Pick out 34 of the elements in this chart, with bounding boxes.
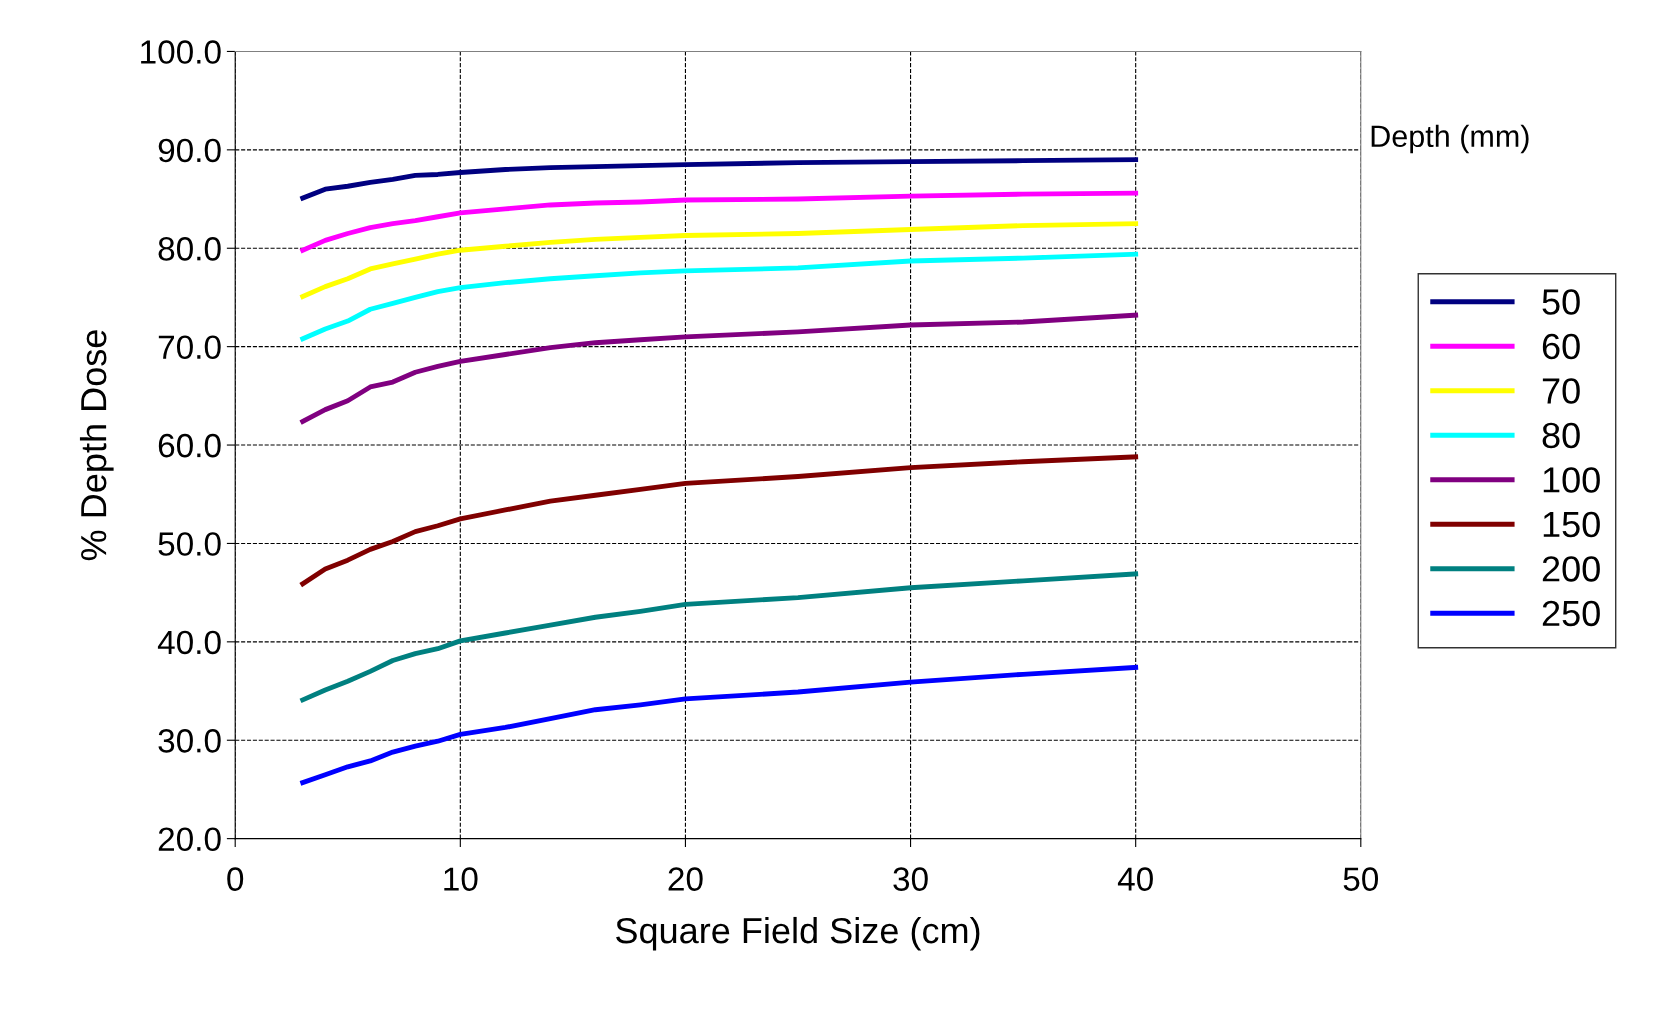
line-series (300, 664, 1139, 785)
y-tick-label: 70.0 (158, 335, 221, 360)
legend-label: 250 (1542, 600, 1600, 627)
legend-title: Depth (mm) (1371, 124, 1529, 154)
legend-label: 80 (1542, 422, 1580, 449)
y-tick-label: 30.0 (158, 729, 221, 753)
x-tick-label: 50 (1343, 867, 1379, 891)
y-tick-label: 80.0 (158, 237, 221, 261)
x-tick-label: 30 (893, 867, 928, 891)
x-tick-label: 40 (1117, 867, 1153, 891)
y-tick-label: 100.0 (141, 40, 221, 64)
y-tick-label: 20.0 (158, 827, 221, 852)
y-tick-label: 90.0 (158, 138, 221, 163)
line-series (300, 571, 1139, 703)
line-series (300, 454, 1139, 587)
legend-label: 100 (1543, 467, 1600, 493)
legend-label: 150 (1543, 511, 1600, 538)
x-axis-title: Square Field Size (cm) (616, 916, 980, 951)
line-series (300, 221, 1139, 299)
line-series (300, 312, 1139, 424)
x-tick-label: 0 (227, 867, 244, 891)
y-tick-label: 50.0 (158, 532, 221, 556)
x-tick-label: 10 (444, 867, 478, 891)
legend-label: 60 (1542, 333, 1580, 360)
legend-label: 50 (1542, 289, 1580, 315)
line-series (300, 157, 1139, 201)
y-axis-title: % Depth Dose (79, 330, 114, 561)
x-tick-label: 20 (668, 867, 703, 891)
line-series (300, 251, 1139, 342)
y-tick-label: 40.0 (157, 630, 221, 655)
line-series (300, 190, 1139, 253)
y-tick-label: 60.0 (158, 433, 221, 458)
legend-label: 200 (1542, 556, 1600, 582)
legend-label: 70 (1542, 378, 1580, 404)
